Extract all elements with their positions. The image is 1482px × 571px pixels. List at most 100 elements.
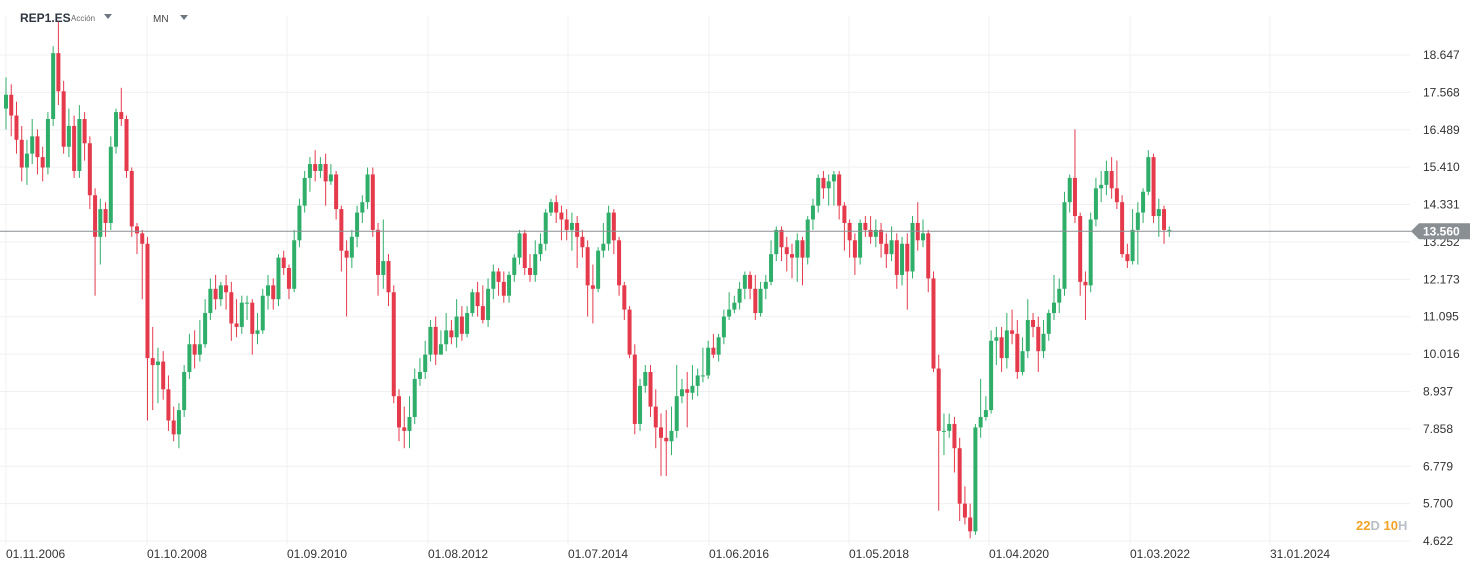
- candle-body: [821, 177, 826, 189]
- candle-body: [517, 233, 522, 258]
- candle-body: [606, 212, 611, 244]
- y-tick-label: 8.937: [1423, 384, 1453, 398]
- candle-body: [790, 254, 794, 258]
- candle-body: [234, 323, 239, 327]
- candle-body: [35, 136, 40, 158]
- x-tick-label: 31.01.2024: [1270, 547, 1330, 561]
- candle-body: [171, 420, 176, 435]
- candle-body: [182, 371, 187, 411]
- timeframe-selector[interactable]: MN: [153, 14, 169, 25]
- candle-body: [522, 233, 527, 269]
- candle-body: [868, 229, 873, 237]
- candle-body: [155, 361, 160, 366]
- candle-body: [9, 94, 14, 116]
- candle-body: [1114, 188, 1119, 203]
- candle-body: [816, 177, 821, 206]
- candle-body: [1072, 177, 1077, 217]
- candle-body: [548, 202, 553, 213]
- candle-body: [119, 112, 124, 120]
- timeframe-dropdown-chevron-down-icon[interactable]: [180, 15, 188, 20]
- candle-body: [617, 240, 622, 286]
- candle-body: [318, 164, 323, 171]
- candle-body: [486, 288, 491, 320]
- candle-body: [245, 302, 250, 304]
- candle-body: [1031, 319, 1036, 327]
- candle-body: [512, 257, 517, 275]
- candle-body: [842, 205, 847, 223]
- candle-body: [983, 410, 988, 418]
- candle-body: [402, 427, 407, 431]
- candle-body: [444, 330, 449, 345]
- asset-type-label: Acción: [71, 14, 96, 23]
- candle-body: [381, 261, 386, 275]
- candle-body: [638, 385, 643, 424]
- candle-body: [370, 174, 375, 230]
- candle-body: [281, 257, 286, 269]
- candle-body: [412, 378, 417, 418]
- candle-body: [480, 306, 485, 320]
- candle-body: [428, 326, 433, 355]
- candle-body: [894, 240, 899, 275]
- candle-body: [999, 337, 1004, 359]
- candle-body: [590, 285, 595, 289]
- symbol-dropdown-chevron-down-icon[interactable]: [104, 14, 112, 19]
- candle-body: [538, 243, 543, 255]
- candle-body: [72, 125, 77, 171]
- candle-body: [276, 257, 281, 300]
- candle-body: [685, 389, 690, 393]
- candle-body: [575, 222, 580, 237]
- candle-body: [810, 205, 815, 220]
- candle-body: [459, 316, 464, 334]
- y-tick-label: 7.858: [1423, 422, 1453, 436]
- candle-body: [1162, 209, 1167, 230]
- candle-body: [659, 427, 663, 438]
- candle-body: [82, 119, 87, 144]
- candle-body: [962, 503, 967, 518]
- countdown-days: 22: [1356, 518, 1371, 533]
- candle-body: [250, 302, 255, 334]
- candle-body: [292, 240, 297, 289]
- x-tick-label: 01.06.2016: [709, 547, 769, 561]
- candle-body: [24, 153, 29, 168]
- candle-body: [1046, 313, 1051, 334]
- candle-body: [800, 240, 805, 258]
- candle-body: [51, 53, 56, 120]
- candle-body: [135, 226, 139, 234]
- candle-body: [973, 427, 978, 532]
- candle-body: [203, 313, 208, 345]
- y-tick-label: 11.095: [1423, 310, 1459, 324]
- countdown-days-unit: D: [1370, 518, 1380, 533]
- candle-body: [397, 396, 401, 428]
- candle-body: [921, 233, 925, 241]
- chart-toolbar: REP1.ES Acción MN: [0, 0, 400, 36]
- candle-body: [475, 292, 480, 307]
- candle-body: [1125, 254, 1130, 262]
- candle-body: [423, 354, 428, 372]
- candle-body: [596, 250, 601, 289]
- x-tick-label: 01.04.2020: [989, 547, 1049, 561]
- candle-body: [4, 94, 8, 109]
- candle-body: [114, 112, 119, 147]
- symbol-selector[interactable]: REP1.ES: [20, 11, 71, 25]
- candle-body: [507, 274, 512, 296]
- candle-body: [632, 354, 637, 424]
- candle-body: [349, 236, 354, 258]
- candle-body: [449, 330, 454, 338]
- candle-body: [528, 268, 532, 275]
- candle-body: [795, 240, 800, 258]
- candle-body: [1025, 319, 1030, 352]
- candle-body: [218, 285, 223, 300]
- candle-body: [1052, 302, 1056, 314]
- candle-body: [753, 288, 758, 314]
- candle-body: [653, 406, 658, 428]
- candle-body: [580, 236, 585, 248]
- candle-body: [858, 222, 863, 258]
- candle-body: [690, 385, 695, 393]
- candle-body: [559, 212, 564, 220]
- candle-body: [307, 164, 312, 178]
- candle-body: [564, 219, 569, 230]
- candle-body: [721, 316, 726, 338]
- candle-body: [779, 229, 784, 248]
- candle-body: [585, 247, 590, 286]
